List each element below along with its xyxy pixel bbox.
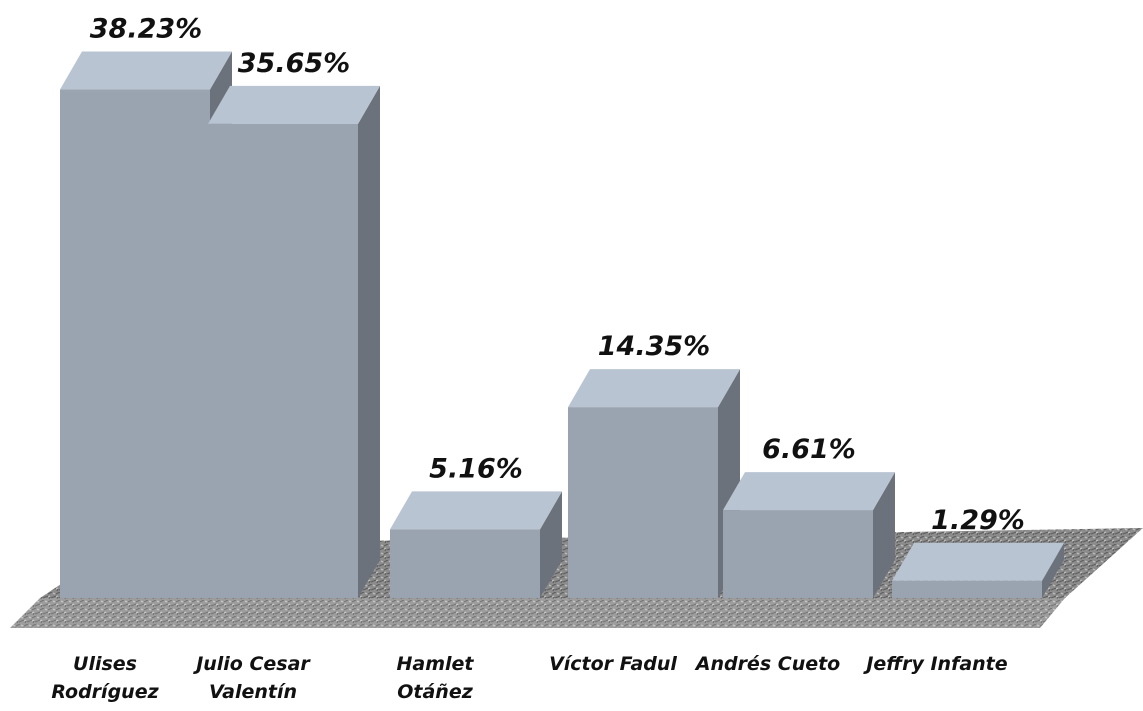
x-tick-label: Valentín xyxy=(209,681,297,703)
value-label: 35.65% xyxy=(238,48,350,79)
bar-top xyxy=(208,86,380,124)
x-tick-label: Jeffry Infante xyxy=(862,653,1007,675)
x-tick-label: Julio Cesar xyxy=(192,653,311,675)
bar-side xyxy=(358,86,380,598)
bar xyxy=(568,407,718,598)
value-label: 38.23% xyxy=(90,14,202,45)
value-label: 14.35% xyxy=(598,331,710,362)
value-label: 5.16% xyxy=(429,453,523,484)
x-tick-label: Andrés Cueto xyxy=(694,653,841,675)
value-label: 6.61% xyxy=(762,434,856,465)
bar xyxy=(390,529,540,598)
x-tick-label: Otáñez xyxy=(397,681,473,703)
x-tick-label: Rodríguez xyxy=(51,681,159,703)
chart: 38.23% Ulises Rodríguez 35.65% Julio Cesar Va… xyxy=(0,0,1143,707)
bar xyxy=(60,90,210,598)
bar xyxy=(892,581,1042,598)
x-tick-label: Hamlet xyxy=(396,653,474,675)
bar-top xyxy=(390,491,562,529)
floor-front xyxy=(10,598,1065,628)
bar-top xyxy=(723,472,895,510)
bar-top xyxy=(60,52,232,90)
bar xyxy=(208,124,358,598)
x-tick-label: Víctor Fadul xyxy=(549,653,677,675)
bar xyxy=(723,510,873,598)
bar-top xyxy=(568,369,740,407)
x-tick-label: Ulises xyxy=(73,653,137,675)
bar-top xyxy=(892,543,1064,581)
value-label: 1.29% xyxy=(931,505,1025,536)
